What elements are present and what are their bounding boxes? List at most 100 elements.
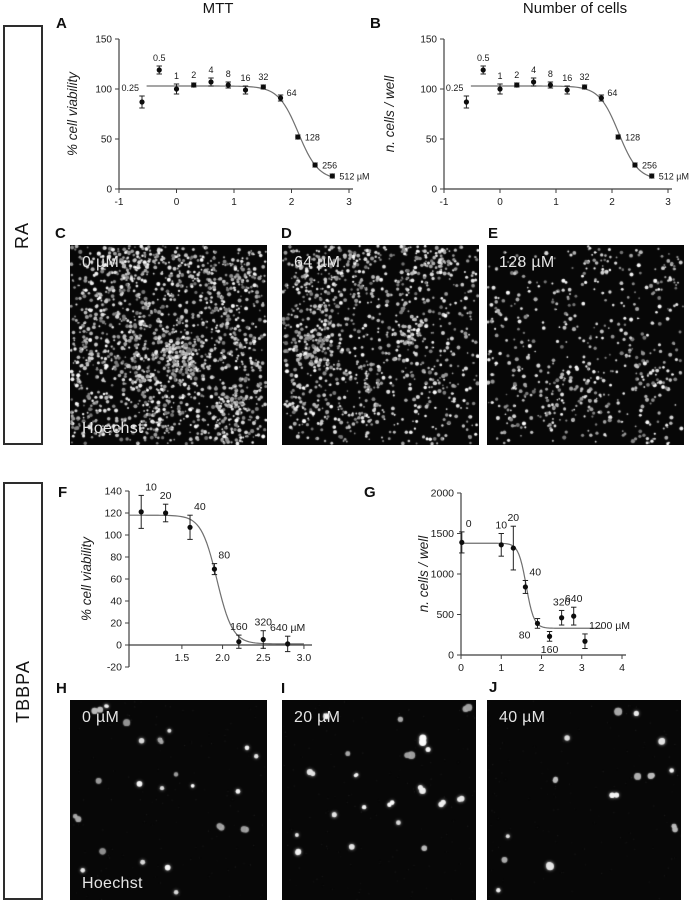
panel-letter-f: F <box>58 484 68 501</box>
svg-text:80: 80 <box>110 552 122 564</box>
svg-text:0: 0 <box>431 185 437 196</box>
micrograph-panel-c: 0 µM Hoechst <box>70 245 267 445</box>
svg-text:n. cells / well: n. cells / well <box>382 75 397 153</box>
panel-letter-j: J <box>489 679 498 696</box>
svg-text:2: 2 <box>609 197 615 208</box>
svg-text:16: 16 <box>562 73 572 83</box>
svg-text:0: 0 <box>448 650 454 662</box>
svg-text:2000: 2000 <box>431 488 455 500</box>
svg-text:40: 40 <box>529 566 541 578</box>
svg-text:0.5: 0.5 <box>477 53 490 63</box>
micrograph-image-e <box>487 245 684 445</box>
svg-text:640 µM: 640 µM <box>270 622 305 634</box>
svg-text:1: 1 <box>497 71 502 81</box>
svg-text:16: 16 <box>240 73 250 83</box>
svg-text:140: 140 <box>104 486 122 498</box>
micrograph-image-i <box>282 700 476 900</box>
svg-text:8: 8 <box>548 69 553 79</box>
panel-letter-a: A <box>56 15 67 32</box>
svg-text:0: 0 <box>466 518 472 530</box>
svg-text:10: 10 <box>495 520 507 532</box>
panel-letter-b: B <box>370 15 381 32</box>
svg-text:0.25: 0.25 <box>121 83 139 93</box>
svg-text:8: 8 <box>226 69 231 79</box>
svg-text:20: 20 <box>507 512 519 524</box>
svg-text:320: 320 <box>553 596 571 608</box>
svg-text:2: 2 <box>539 662 545 674</box>
svg-text:1: 1 <box>174 71 179 81</box>
micrograph-panel-j: 40 µM <box>487 700 681 900</box>
svg-text:0: 0 <box>458 662 464 674</box>
micrograph-panel-h: 0 µM Hoechst <box>70 700 267 900</box>
svg-text:40: 40 <box>110 596 122 608</box>
svg-text:512 µM: 512 µM <box>339 172 369 182</box>
svg-text:4: 4 <box>208 65 213 75</box>
stain-label: Hoechst <box>82 875 143 892</box>
micrograph-panel-i: 20 µM <box>282 700 476 900</box>
svg-text:1: 1 <box>498 662 504 674</box>
concentration-label: 128 µM <box>499 254 555 271</box>
svg-text:80: 80 <box>519 629 531 641</box>
svg-text:20: 20 <box>110 618 122 630</box>
group-label-tbbpa: TBBPA <box>12 659 33 723</box>
micrograph-image-d <box>282 245 479 445</box>
svg-text:32: 32 <box>580 72 590 82</box>
group-box-ra: RA <box>3 25 43 445</box>
panel-letter-i: I <box>281 680 286 697</box>
svg-text:120: 120 <box>104 508 122 520</box>
panel-letter-h: H <box>56 680 67 697</box>
svg-text:1000: 1000 <box>431 569 455 581</box>
svg-text:2: 2 <box>514 70 519 80</box>
group-box-tbbpa: TBBPA <box>3 482 43 900</box>
dose-response-chart-mtt-tbbpa: -20 0 20 40 60 80 100 120 140 1.5 2.0 2.5 3.0 % cell … <box>79 481 312 674</box>
svg-text:60: 60 <box>110 574 122 586</box>
column-title-number-of-cells: Number of cells <box>522 0 628 17</box>
dose-response-chart-cellcount-tbbpa: 0 500 1000 1500 2000 0 1 2 3 4 n. cells / well 0 102… <box>416 488 630 675</box>
svg-text:320: 320 <box>254 617 272 629</box>
svg-text:100: 100 <box>95 85 112 96</box>
svg-text:4: 4 <box>619 662 625 674</box>
svg-text:0: 0 <box>497 197 503 208</box>
panel-letter-g: G <box>364 484 376 501</box>
svg-text:1.5: 1.5 <box>175 652 190 664</box>
svg-text:150: 150 <box>420 35 437 46</box>
svg-text:160: 160 <box>541 644 559 656</box>
svg-text:1: 1 <box>553 197 559 208</box>
svg-text:% cell viability: % cell viability <box>79 536 94 621</box>
concentration-label: 20 µM <box>294 709 341 726</box>
svg-text:-1: -1 <box>440 197 449 208</box>
svg-text:640: 640 <box>565 593 583 605</box>
svg-text:3: 3 <box>665 197 671 208</box>
svg-text:3: 3 <box>579 662 585 674</box>
svg-text:-1: -1 <box>115 197 124 208</box>
svg-text:10: 10 <box>145 481 157 493</box>
micrograph-image-j <box>487 700 681 900</box>
panel-letter-d: D <box>281 225 292 242</box>
svg-text:0.25: 0.25 <box>446 83 464 93</box>
micrograph-panel-e: 128 µM <box>487 245 684 445</box>
svg-text:-20: -20 <box>107 662 122 674</box>
svg-text:0: 0 <box>116 640 122 652</box>
svg-text:1: 1 <box>231 197 237 208</box>
group-label-ra: RA <box>12 221 33 249</box>
svg-text:0: 0 <box>106 185 112 196</box>
stain-label: Hoechst <box>82 420 143 437</box>
svg-text:128: 128 <box>305 133 320 143</box>
concentration-label: 0 µM <box>82 709 120 726</box>
svg-text:% cell viability: % cell viability <box>65 71 80 156</box>
svg-text:32: 32 <box>258 72 268 82</box>
svg-text:100: 100 <box>420 85 437 96</box>
svg-text:40: 40 <box>194 501 206 513</box>
svg-text:500: 500 <box>436 609 454 621</box>
svg-text:50: 50 <box>426 135 438 146</box>
svg-text:20: 20 <box>160 490 172 502</box>
concentration-label: 64 µM <box>294 254 341 271</box>
svg-text:128: 128 <box>625 133 640 143</box>
svg-text:1500: 1500 <box>431 528 455 540</box>
svg-text:2.5: 2.5 <box>256 652 271 664</box>
panel-letter-e: E <box>488 225 499 242</box>
svg-text:100: 100 <box>104 530 122 542</box>
